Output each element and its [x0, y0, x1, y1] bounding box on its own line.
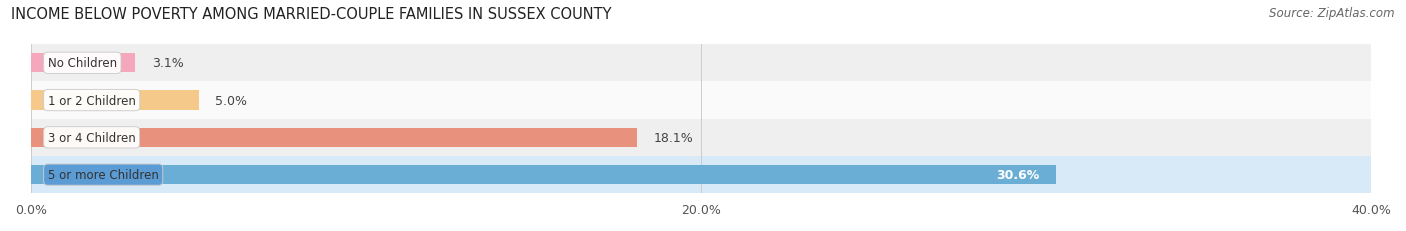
Text: 5.0%: 5.0%	[215, 94, 247, 107]
Bar	[31, 91, 198, 110]
Text: 3.1%: 3.1%	[152, 57, 183, 70]
Bar	[31, 119, 1371, 156]
Text: 1 or 2 Children: 1 or 2 Children	[48, 94, 135, 107]
Text: No Children: No Children	[48, 57, 117, 70]
Bar	[31, 82, 1371, 119]
Bar	[31, 128, 637, 147]
Bar	[31, 156, 1371, 193]
Text: 30.6%: 30.6%	[995, 168, 1039, 181]
Bar	[31, 54, 135, 73]
Text: 5 or more Children: 5 or more Children	[48, 168, 159, 181]
Text: 18.1%: 18.1%	[654, 131, 695, 144]
Text: Source: ZipAtlas.com: Source: ZipAtlas.com	[1270, 7, 1395, 20]
Text: INCOME BELOW POVERTY AMONG MARRIED-COUPLE FAMILIES IN SUSSEX COUNTY: INCOME BELOW POVERTY AMONG MARRIED-COUPL…	[11, 7, 612, 22]
Bar	[31, 45, 1371, 82]
Bar	[31, 165, 1056, 185]
Text: 3 or 4 Children: 3 or 4 Children	[48, 131, 135, 144]
